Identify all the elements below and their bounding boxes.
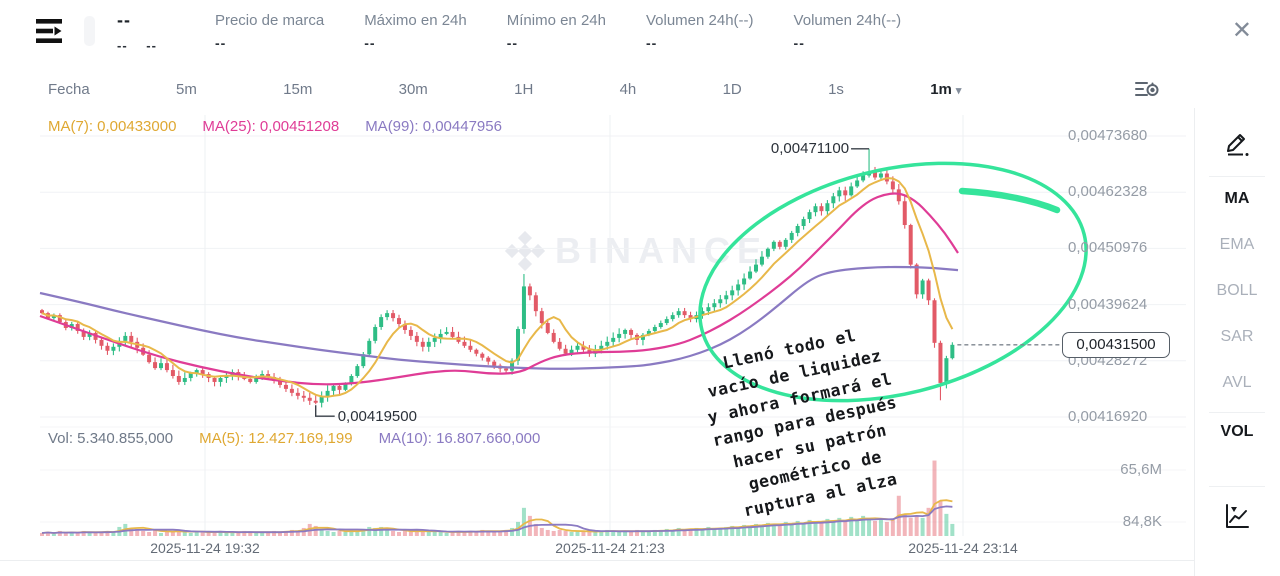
x-axis-label: 2025-11-24 21:23 — [555, 540, 665, 556]
menu-back-icon[interactable] — [36, 18, 66, 44]
annotation-note: Llenó todo el vacío de liquidez y ahora fo… — [635, 306, 974, 540]
y-axis-label: 0,00450976 — [1068, 239, 1148, 257]
vol-ma5-legend: MA(5): 12.427.169,199 — [199, 430, 353, 447]
stat-label: Mínimo en 24h — [506, 11, 606, 29]
ma99-legend: MA(99): 0,00447956 — [365, 118, 502, 135]
ma25-legend: MA(25): 0,00451208 — [202, 118, 340, 135]
stat-label: Volumen 24h(--) — [645, 11, 754, 29]
tab-4h[interactable]: 4h — [619, 80, 637, 98]
stat-mark-price: Precio de marca -- — [215, 12, 324, 51]
chart-type-icon[interactable] — [1223, 502, 1251, 530]
y-axis-label: 0,00462328 — [1068, 183, 1148, 201]
draw-pencil-icon[interactable] — [1223, 128, 1251, 156]
tab-5m[interactable]: 5m — [176, 80, 197, 98]
chevron-down-icon: ▾ — [955, 84, 962, 97]
tab-1h[interactable]: 1H — [514, 80, 534, 98]
indicator-settings-icon[interactable] — [1134, 77, 1160, 101]
watermark-text: BINANCE — [555, 230, 769, 271]
binance-logo-icon — [505, 231, 545, 271]
volume-axis-label: 84,8K — [1122, 513, 1162, 530]
vol-ma10-legend: MA(10): 16.807.660,000 — [378, 430, 541, 447]
sidebar-section-divider — [1209, 176, 1265, 177]
header: -- -- -- Precio de marca -- Máximo en 24… — [0, 0, 1280, 62]
volume-axis-label: 65,6M — [1120, 461, 1162, 478]
stat-label: Volumen 24h(--) — [793, 11, 902, 29]
sidebar-item-sar[interactable]: SAR — [1220, 328, 1254, 345]
symbol-placeholder — [84, 16, 95, 46]
stat-value: -- — [645, 34, 658, 51]
low-price-label: 0,00419500 — [337, 408, 417, 426]
binance-watermark: BINANCE — [505, 230, 768, 272]
stat-value: -- — [364, 34, 376, 51]
stat-value: -- — [506, 34, 519, 51]
y-axis-label: 0,00428272 — [1068, 351, 1148, 369]
interval-label: 1m — [930, 80, 952, 98]
y-axis-label: 0,00439624 — [1068, 295, 1148, 313]
drawn-arrow-annotation — [958, 187, 1061, 214]
y-axis-label: 0,00473680 — [1068, 127, 1148, 144]
last-price-box: 0,00431500 — [1062, 331, 1170, 358]
x-axis-label: 2025-11-24 23:14 — [908, 540, 1018, 556]
sidebar-divider — [1194, 108, 1195, 576]
bottom-divider — [0, 560, 1280, 561]
price-change: -- — [117, 37, 128, 53]
price-column: -- -- -- — [117, 10, 157, 53]
y-axis-label: 0,00416920 — [1068, 408, 1148, 425]
stat-value: -- — [214, 34, 227, 51]
tab-15m[interactable]: 15m — [283, 80, 313, 98]
indicator-sidebar: MA EMA BOLL SAR AVL VOL — [1194, 62, 1280, 576]
sidebar-item-avl[interactable]: AVL — [1222, 374, 1252, 391]
stat-label: Precio de marca — [214, 11, 325, 29]
tab-30m[interactable]: 30m — [398, 80, 428, 98]
sidebar-section-divider — [1209, 412, 1265, 413]
tab-1s[interactable]: 1s — [828, 80, 844, 98]
vol-ma10-line — [41, 505, 953, 534]
close-icon[interactable]: ✕ — [1231, 17, 1252, 44]
low-leader-line — [315, 405, 335, 417]
last-price-value: -- — [117, 9, 131, 30]
timeframe-toolbar: Fecha 5m 15m 30m 1H 4h 1D 1s 1m ▾ — [0, 70, 1194, 108]
sidebar-item-vol[interactable]: VOL — [1220, 423, 1254, 440]
price-subvalues: -- -- — [117, 38, 157, 53]
sidebar-item-ma[interactable]: MA — [1224, 190, 1250, 207]
stat-volume-base: Volumen 24h(--) -- — [646, 12, 754, 51]
volume-legend: Vol: 5.340.855,000 MA(5): 12.427.169,199… — [48, 430, 540, 447]
stat-label: Máximo en 24h — [364, 11, 467, 29]
ma7-legend: MA(7): 0,00433000 — [48, 118, 177, 135]
stat-low-24h: Mínimo en 24h -- — [507, 12, 606, 51]
peak-price-label: 0,00471100 — [770, 139, 850, 157]
sidebar-item-ema[interactable]: EMA — [1219, 236, 1255, 253]
stat-value: -- — [793, 34, 805, 51]
interval-selector[interactable]: 1m ▾ — [930, 81, 961, 98]
stat-high-24h: Máximo en 24h -- — [364, 12, 467, 51]
stat-volume-quote: Volumen 24h(--) -- — [794, 12, 902, 51]
ma-legend: MA(7): 0,00433000 MA(25): 0,00451208 MA(… — [48, 118, 502, 135]
tab-1d[interactable]: 1D — [722, 80, 742, 98]
price-change-pct: -- — [146, 37, 157, 53]
vol-value-legend: Vol: 5.340.855,000 — [48, 430, 174, 447]
sidebar-item-boll[interactable]: BOLL — [1216, 282, 1258, 299]
tab-fecha[interactable]: Fecha — [48, 80, 90, 98]
x-axis-label: 2025-11-24 19:32 — [150, 540, 260, 556]
sidebar-section-divider — [1209, 486, 1265, 487]
